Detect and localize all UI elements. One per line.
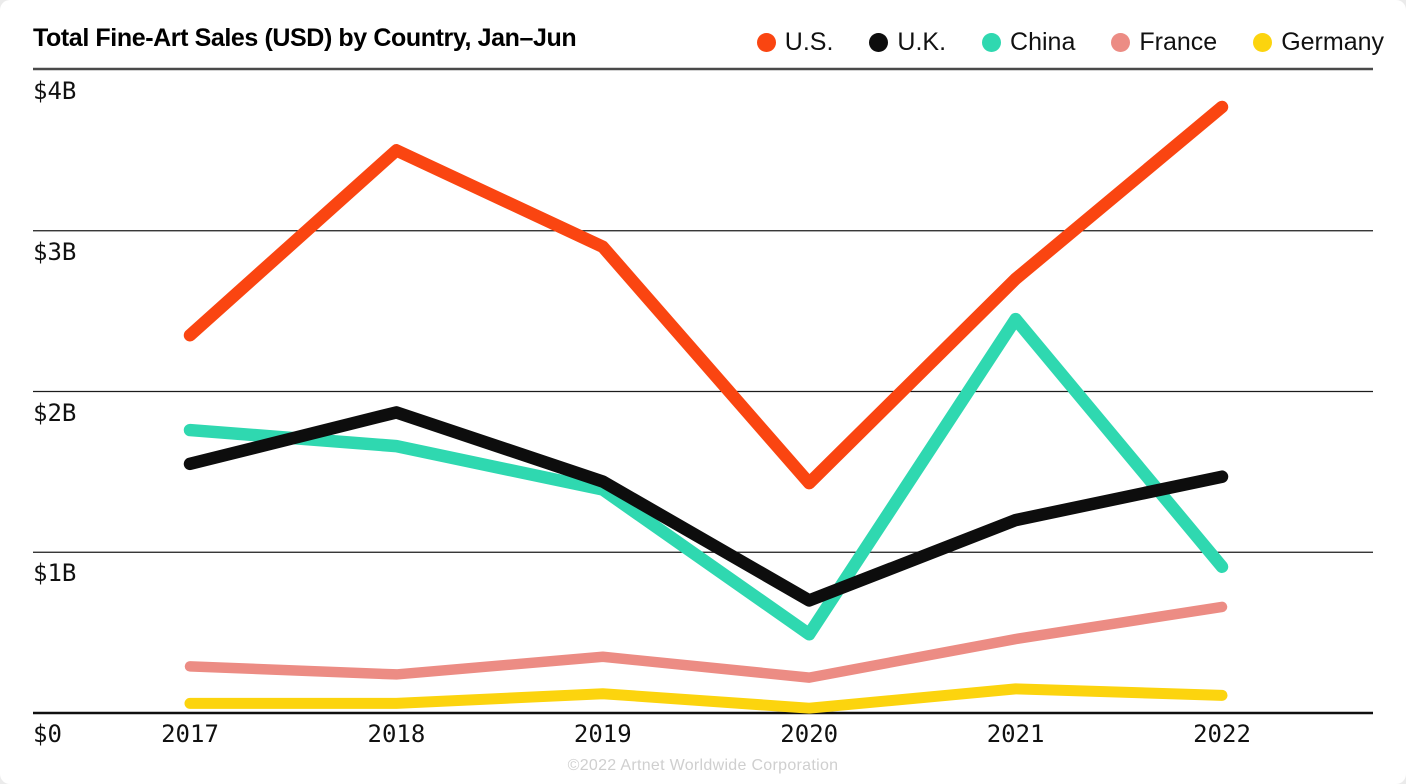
series-line-france (184, 601, 1228, 683)
legend-label-us: U.S. (784, 28, 834, 56)
legend-dot-germany (1253, 33, 1273, 52)
x-tick-2021: 2021 (986, 720, 1045, 748)
legend: U.S. U.K. China France Germany (756, 28, 1384, 57)
y-tick-3b: $3B (33, 237, 77, 266)
legend-item-china[interactable]: China (982, 28, 1075, 57)
legend-dot-us (756, 33, 776, 52)
y-tick-1b: $1B (33, 559, 77, 588)
legend-item-uk[interactable]: U.K. (869, 28, 946, 57)
y-tick-2b: $2B (33, 398, 77, 427)
legend-dot-china (982, 33, 1002, 52)
series-line-germany (184, 683, 1228, 714)
legend-label-uk: U.K. (897, 28, 947, 56)
copyright-text: ©2022 Artnet Worldwide Corporation (567, 757, 839, 774)
series-line-china (183, 312, 1229, 641)
legend-item-germany[interactable]: Germany (1253, 28, 1384, 57)
legend-dot-uk (869, 33, 889, 52)
chart-title: Total Fine-Art Sales (USD) by Country, J… (33, 24, 577, 52)
legend-item-france[interactable]: France (1111, 28, 1217, 57)
x-tick-2017: 2017 (161, 720, 219, 748)
x-tick-2018: 2018 (367, 720, 426, 748)
x-tick-2022: 2022 (1193, 720, 1251, 748)
legend-dot-france (1111, 33, 1131, 52)
x-tick-2020: 2020 (780, 720, 839, 748)
legend-label-germany: Germany (1281, 28, 1384, 56)
legend-label-france: France (1139, 28, 1218, 56)
series-line-uk (183, 406, 1229, 607)
x-tick-2019: 2019 (573, 720, 632, 748)
y-tick-0: $0 (33, 720, 62, 748)
series-line-us (183, 100, 1229, 490)
legend-item-us[interactable]: U.S. (756, 28, 834, 57)
legend-label-china: China (1010, 28, 1076, 56)
y-tick-4b: $4B (33, 77, 77, 105)
